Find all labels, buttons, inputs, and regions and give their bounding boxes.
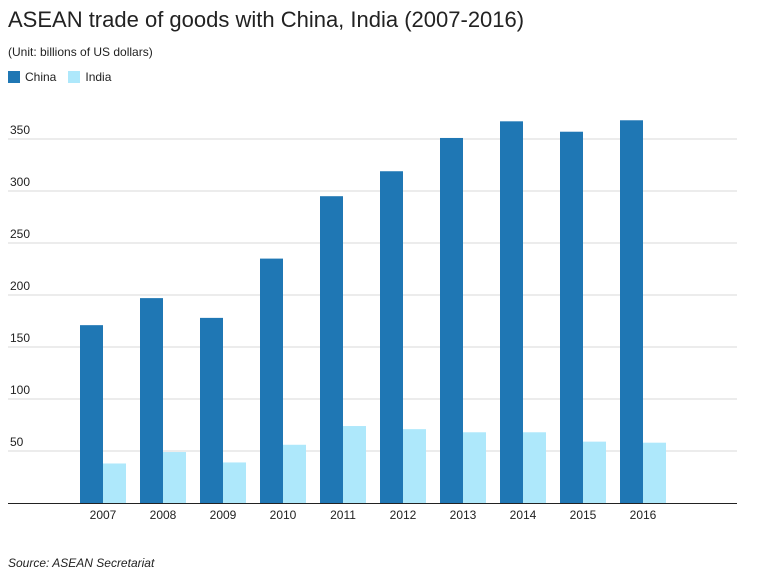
bar-india-2008 xyxy=(163,452,186,503)
x-tick-label-2009: 2009 xyxy=(210,508,237,522)
legend-swatch-china xyxy=(8,71,20,83)
y-tick-label-150: 150 xyxy=(10,331,30,345)
bar-china-2009 xyxy=(200,317,223,503)
y-tick-label-300: 300 xyxy=(10,175,30,189)
y-tick-label-50: 50 xyxy=(10,435,24,449)
x-tick-label-2011: 2011 xyxy=(330,508,356,522)
source-note: Source: ASEAN Secretariat xyxy=(8,556,155,570)
x-tick-label-2008: 2008 xyxy=(150,508,177,522)
bar-india-2011 xyxy=(343,426,366,503)
y-tick-label-350: 350 xyxy=(10,123,30,137)
bar-china-2012 xyxy=(380,171,403,504)
bar-india-2014 xyxy=(523,432,546,503)
x-tick-label-2007: 2007 xyxy=(90,508,117,522)
bar-india-2016 xyxy=(643,442,666,503)
bar-china-2014 xyxy=(500,121,523,503)
bar-china-2015 xyxy=(560,131,583,503)
bar-india-2012 xyxy=(403,429,426,503)
bar-india-2013 xyxy=(463,432,486,503)
bar-china-2008 xyxy=(140,298,163,503)
x-tick-label-2016: 2016 xyxy=(630,508,657,522)
chart-subtitle: (Unit: billions of US dollars) xyxy=(8,45,153,59)
x-tick-label-2012: 2012 xyxy=(390,508,417,522)
legend-label-india: India xyxy=(85,70,112,84)
bar-china-2016 xyxy=(620,120,643,503)
y-tick-label-100: 100 xyxy=(10,383,30,397)
x-tick-label-2010: 2010 xyxy=(270,508,297,522)
bar-china-2007 xyxy=(80,325,103,503)
bar-china-2011 xyxy=(320,196,343,503)
legend: China India xyxy=(8,70,111,84)
legend-swatch-india xyxy=(68,71,81,83)
legend-item-china: China xyxy=(8,70,56,84)
y-tick-label-250: 250 xyxy=(10,227,30,241)
bar-india-2007 xyxy=(103,463,126,503)
bar-india-2010 xyxy=(283,444,306,503)
legend-item-india: India xyxy=(68,70,111,84)
bar-india-2015 xyxy=(583,441,606,503)
x-tick-label-2015: 2015 xyxy=(570,508,597,522)
bar-china-2010 xyxy=(260,258,283,503)
bar-china-2013 xyxy=(440,137,463,503)
y-tick-label-200: 200 xyxy=(10,279,30,293)
legend-label-china: China xyxy=(25,70,57,84)
chart-title: ASEAN trade of goods with China, India (… xyxy=(8,7,525,32)
bar-india-2009 xyxy=(223,462,246,503)
x-tick-label-2013: 2013 xyxy=(450,508,477,522)
x-tick-label-2014: 2014 xyxy=(510,508,537,522)
